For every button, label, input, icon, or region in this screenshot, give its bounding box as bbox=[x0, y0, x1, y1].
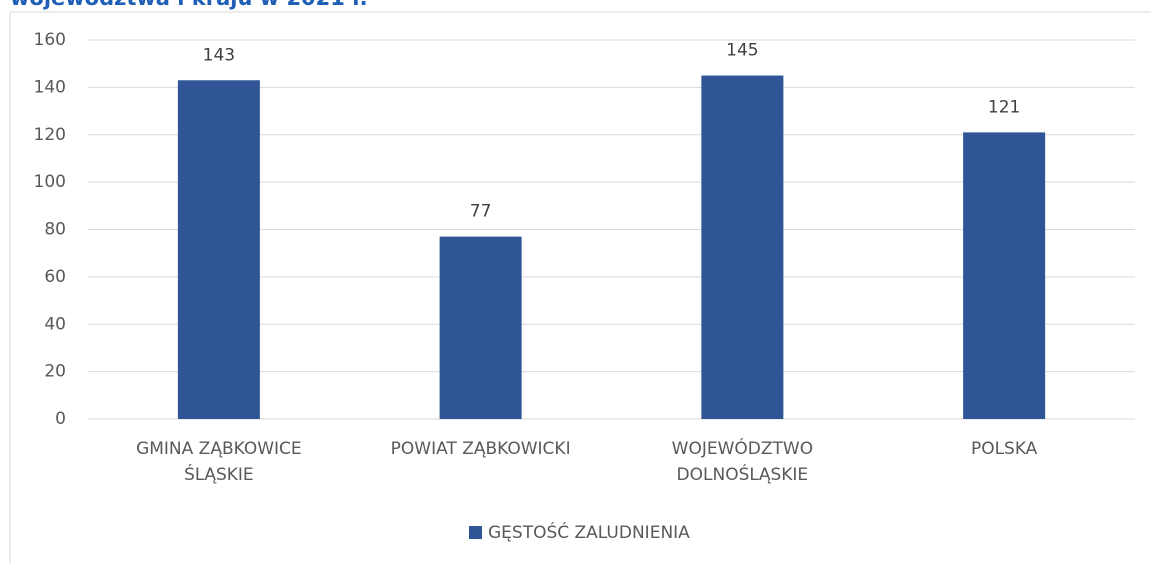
data-label: 143 bbox=[203, 45, 235, 65]
data-label: 121 bbox=[988, 97, 1020, 117]
data-label: 145 bbox=[726, 41, 758, 61]
y-tick-label: 20 bbox=[44, 362, 66, 382]
bar bbox=[439, 236, 522, 419]
x-tick-label: GMINA ZĄBKOWICE ŚLĄSKIE bbox=[136, 439, 302, 485]
y-tick-label: 140 bbox=[34, 77, 66, 97]
y-tick-label: 120 bbox=[34, 125, 66, 145]
y-tick-label: 100 bbox=[34, 172, 66, 192]
bar bbox=[177, 80, 260, 420]
y-tick-label: 40 bbox=[44, 314, 66, 334]
chart-title: województwa i kraju w 2021 r. bbox=[10, 0, 368, 10]
bar bbox=[701, 75, 784, 419]
y-tick-label: 60 bbox=[44, 267, 66, 287]
data-label: 77 bbox=[470, 202, 492, 222]
legend-label: GĘSTOŚĆ ZALUDNIENIA bbox=[488, 521, 690, 543]
y-tick-label: 0 bbox=[55, 409, 66, 429]
y-tick-label: 160 bbox=[34, 30, 66, 50]
x-tick-label: POWIAT ZĄBKOWICKI bbox=[390, 439, 571, 459]
bar bbox=[963, 132, 1046, 419]
y-tick-label: 80 bbox=[44, 220, 66, 240]
x-tick-label: WOJEWÓDZTWO DOLNOŚLĄSKIE bbox=[671, 439, 814, 485]
legend-swatch bbox=[469, 526, 482, 539]
x-tick-label: POLSKA bbox=[970, 439, 1038, 459]
